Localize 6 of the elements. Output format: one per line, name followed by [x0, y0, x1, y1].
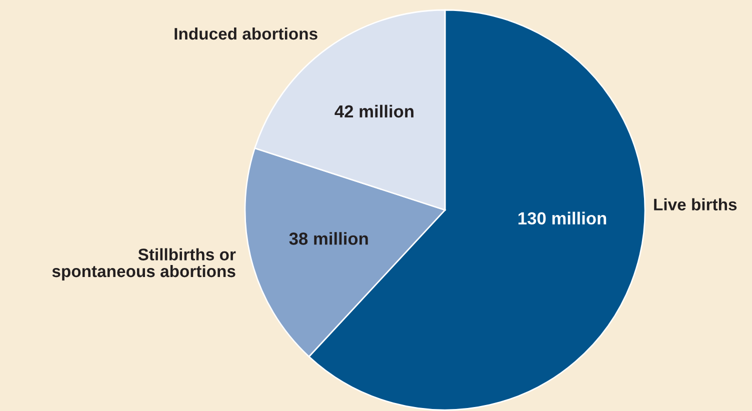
slice-label: Live births: [654, 198, 737, 210]
slice-label: Induced abortions: [174, 27, 318, 40]
slice-label: Stillbirths or spontaneous abortions: [52, 248, 236, 280]
data-label: 38 million: [289, 232, 368, 245]
data-label: 42 million: [334, 104, 414, 118]
data-label: 130 million: [518, 212, 606, 225]
